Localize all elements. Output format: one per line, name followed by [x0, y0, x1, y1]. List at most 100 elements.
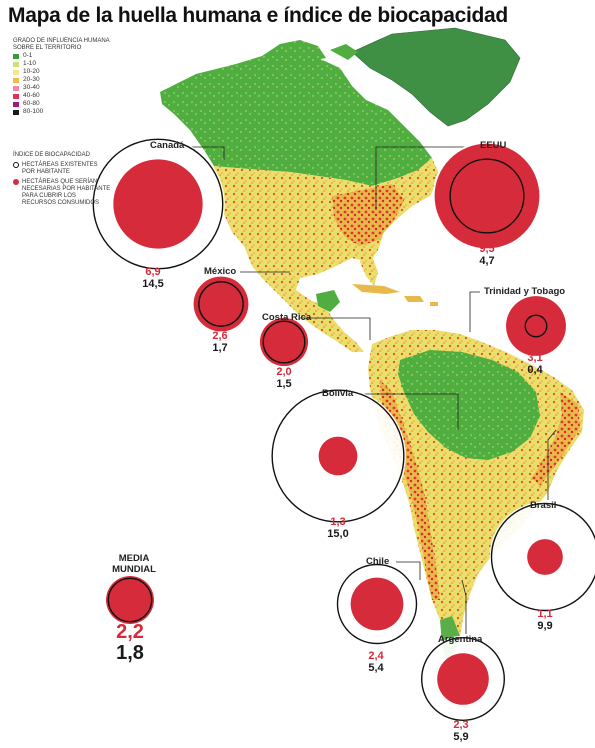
florida	[360, 252, 378, 286]
existing-brasil: 9,9	[537, 620, 553, 632]
legend-swatch	[13, 93, 19, 99]
legend-row: 1-10	[13, 60, 125, 68]
existing-ring-bolivia	[271, 389, 405, 523]
required-trinidad-tobago: 3,1	[527, 352, 543, 364]
legend-label: 30-40	[23, 84, 40, 91]
label-chile: Chile	[366, 556, 390, 567]
values-bolivia: 1,3 15,0	[318, 516, 358, 540]
existing-ring-brasil	[490, 502, 595, 612]
hispaniola	[404, 296, 424, 302]
existing-ring-chile	[336, 563, 418, 645]
biocapacity-legend: ÍNDICE DE BIOCAPACIDAD HECTÁREAS EXISTEN…	[13, 152, 111, 207]
legend-swatch	[13, 109, 19, 115]
existing-ring-argentina	[421, 637, 505, 721]
values-chile: 2,4 5,4	[356, 650, 396, 674]
values-eeuu: 9,5 4,7	[467, 243, 507, 267]
required-disc-chile	[350, 577, 404, 631]
values-brasil: 1,1 9,9	[525, 608, 565, 632]
required-disc-trinidad-tobago	[506, 296, 566, 356]
legend-label: 80-100	[23, 108, 44, 115]
legend-swatch	[13, 77, 19, 83]
legend-row: 60-80	[13, 100, 125, 108]
label-trinidad-tobago: Trinidad y Tobago	[484, 286, 566, 297]
arctic-islands	[262, 40, 326, 62]
required-chile: 2,4	[368, 650, 384, 662]
existing-bolivia: 15,0	[327, 528, 349, 540]
influence-legend-heading: GRADO DE INFLUENCIA HUMANA SOBRE EL TERR…	[13, 38, 110, 51]
legend-row: 10-20	[13, 68, 125, 76]
existing-eeuu: 4,7	[479, 255, 495, 267]
values-canada: 6,9 14,5	[133, 266, 173, 290]
cuba	[352, 284, 400, 294]
required-brasil: 1,1	[537, 608, 553, 620]
existing-ring-world	[107, 577, 153, 623]
required-world: 2,2	[116, 621, 144, 643]
required-disc-brasil	[527, 539, 563, 575]
label-argentina: Argentina	[438, 634, 483, 645]
yucatan	[316, 290, 340, 312]
required-disc-world	[106, 576, 154, 624]
leader-canada	[178, 146, 225, 160]
values-world-average: 2,2 1,8	[100, 622, 160, 664]
legend-label: 40-60	[23, 92, 40, 99]
puerto-rico	[430, 302, 438, 306]
leader-bolivia	[358, 393, 459, 430]
influence-legend: GRADO DE INFLUENCIA HUMANA SOBRE EL TERR…	[13, 38, 125, 116]
label-eeuu: EEUU	[480, 140, 507, 151]
existing-chile: 5,4	[368, 662, 384, 674]
leader-eeuu	[375, 146, 478, 210]
legend-label: 0-1	[23, 52, 33, 59]
required-eeuu: 9,5	[479, 243, 495, 255]
leader-costarica	[300, 317, 371, 340]
biocapacity-legend-heading: ÍNDICE DE BIOCAPACIDAD	[13, 152, 90, 158]
legend-label: 1-10	[23, 60, 37, 67]
existing-ring-costa-rica	[262, 320, 306, 364]
required-disc-mexico	[193, 276, 249, 332]
required-disc-argentina	[437, 653, 489, 705]
legend-label: 10-20	[23, 68, 40, 75]
existing-ring-eeuu	[449, 158, 525, 234]
label-canada: Canadá	[150, 140, 185, 151]
existing-world: 1,8	[116, 642, 144, 664]
leader-brasil	[547, 429, 557, 500]
legend-swatch	[13, 101, 19, 107]
arctic-island-2	[330, 44, 358, 60]
amazon-green	[398, 350, 540, 460]
legend-swatch	[13, 69, 19, 75]
required-costa-rica: 2,0	[276, 366, 292, 378]
legend-row: 30-40	[13, 84, 125, 92]
leader-argentina	[461, 579, 467, 634]
label-world-average: MEDIA MUNDIAL	[112, 553, 156, 575]
legend-required-item: HECTÁREAS QUE SERÍAN NECESARIAS POR HABI…	[13, 179, 111, 207]
legend-row: 80-100	[13, 108, 125, 116]
values-costa-rica: 2,0 1,5	[264, 366, 304, 390]
existing-ring-canada	[92, 138, 224, 270]
map-title: Mapa de la huella humana e índice de bio…	[8, 4, 508, 27]
legend-swatch	[13, 53, 19, 59]
required-disc-costa-rica	[259, 317, 309, 367]
legend-row: 20-30	[13, 76, 125, 84]
values-trinidad-tobago: 3,1 0,4	[515, 352, 555, 376]
required-canada: 6,9	[145, 266, 161, 278]
label-bolivia: Bolivia	[322, 388, 354, 399]
label-mexico: México	[204, 266, 237, 277]
existing-argentina: 5,9	[453, 731, 469, 743]
legend-label: 60-80	[23, 100, 40, 107]
usa-east-dense	[332, 184, 404, 246]
ring-icon	[13, 162, 19, 168]
brazil-coast-red	[532, 392, 580, 486]
required-argentina: 2,3	[453, 719, 469, 731]
existing-ring-mexico	[198, 281, 244, 327]
greenland-shape	[351, 27, 521, 127]
legend-row: 0-1	[13, 52, 125, 60]
red-dot-icon	[13, 179, 19, 185]
values-mexico: 2,6 1,7	[200, 330, 240, 354]
legend-swatch	[13, 85, 19, 91]
required-bolivia: 1,3	[330, 516, 346, 528]
legend-required-label: HECTÁREAS QUE SERÍAN NECESARIAS POR HABI…	[22, 179, 111, 206]
existing-canada: 14,5	[142, 278, 164, 290]
label-brasil: Brasil	[530, 500, 557, 511]
required-disc-canada	[113, 159, 203, 249]
mexico-shape	[244, 246, 364, 352]
